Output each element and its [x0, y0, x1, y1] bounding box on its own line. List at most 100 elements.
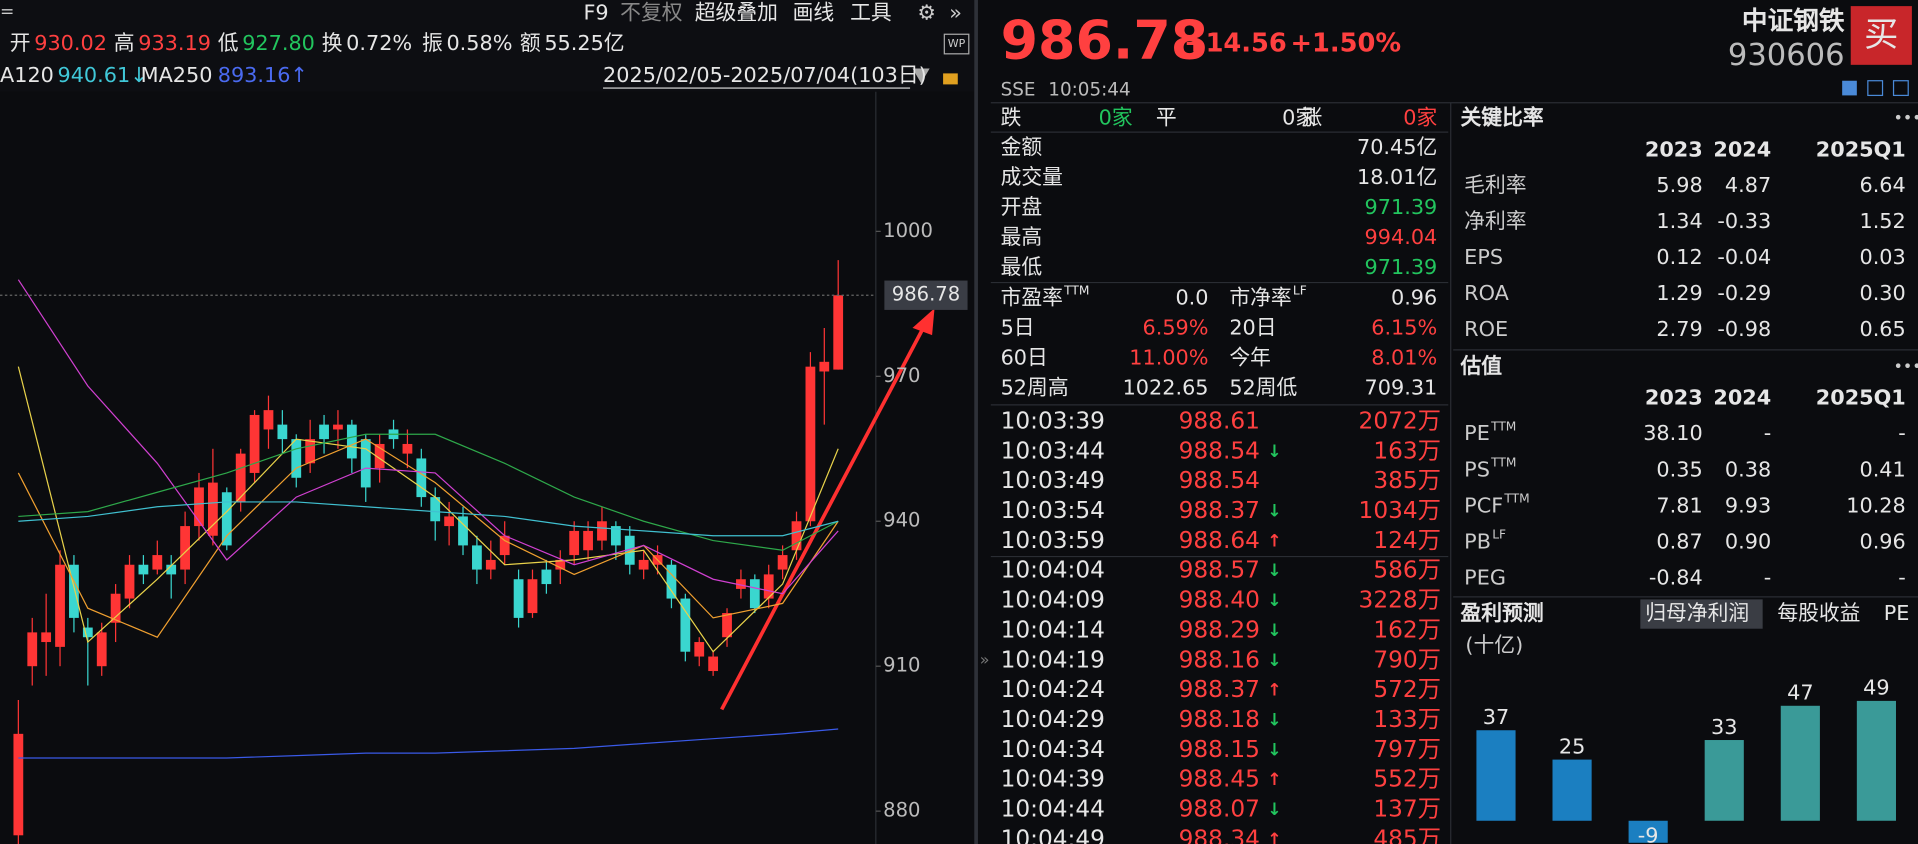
candle-body	[569, 530, 580, 556]
add-icon[interactable]	[1892, 80, 1909, 97]
more-icon[interactable]: •••	[1894, 108, 1918, 127]
cell: 7.81	[1656, 493, 1702, 517]
candle-body	[527, 579, 538, 614]
toolbar-item[interactable]: F9	[583, 0, 608, 24]
ma-label: A120	[0, 63, 54, 87]
toolbar-item[interactable]: 不复权	[620, 0, 683, 24]
trade-volume: 572万	[1373, 676, 1441, 703]
candle-body	[736, 579, 746, 589]
cell: 1.52	[1859, 209, 1905, 233]
candle-body	[833, 295, 844, 370]
cell: 1.29	[1656, 281, 1702, 305]
candle-body	[610, 526, 621, 546]
cell: -0.29	[1717, 281, 1771, 305]
change-pct: +1.50%	[1290, 29, 1401, 59]
lock-icon[interactable]	[943, 73, 958, 85]
trade-volume: 385万	[1373, 467, 1441, 494]
buy-button-bg[interactable]	[1850, 6, 1912, 65]
trade-time: 10:04:29	[1001, 706, 1105, 733]
candle-body	[819, 361, 830, 372]
trade-direction: ↓	[1267, 502, 1281, 522]
candle-body	[666, 564, 677, 599]
time: 10:05:44	[1048, 80, 1130, 101]
trade-time: 10:04:24	[1001, 676, 1105, 703]
trade-volume: 790万	[1373, 646, 1441, 673]
menu-icon[interactable]: =	[0, 2, 14, 22]
candle-body	[513, 579, 524, 618]
quote-value: 927.80	[242, 31, 315, 55]
unit: (十亿)	[1465, 633, 1523, 657]
date-range[interactable]: 2025/02/05-2025/07/04(103日)	[603, 63, 927, 87]
stat-label: 市净率	[1229, 285, 1291, 309]
wp-icon-text: WP	[948, 37, 966, 50]
trade-direction: ↑	[1267, 770, 1281, 790]
trade-time: 10:03:49	[1001, 467, 1105, 494]
tab[interactable]: PE	[1884, 601, 1910, 625]
row-label: ROA	[1464, 281, 1509, 305]
more-icon[interactable]: »	[949, 0, 962, 24]
row-label: PS	[1464, 457, 1490, 481]
tab[interactable]: 归母净利润	[1645, 601, 1749, 625]
stat-value: 971.39	[1365, 255, 1438, 279]
cell: -0.98	[1717, 317, 1771, 341]
candle-body	[319, 424, 329, 440]
alert-icon[interactable]	[1867, 80, 1884, 97]
candle-body	[69, 564, 79, 618]
cell: 5.98	[1656, 173, 1702, 197]
bar	[1476, 730, 1516, 821]
trade-volume: 2072万	[1359, 408, 1441, 435]
candle-body	[360, 439, 371, 488]
candle-body	[305, 439, 316, 464]
chart-header-bg	[0, 0, 975, 92]
row-label: ROE	[1464, 317, 1508, 341]
trade-time: 10:03:44	[1001, 437, 1105, 464]
more-icon[interactable]: •••	[1894, 356, 1918, 375]
wp-icon[interactable]	[943, 33, 970, 55]
trade-time: 10:04:19	[1001, 646, 1105, 673]
bar-label: 25	[1559, 734, 1585, 758]
stat-value: 6.15%	[1371, 315, 1437, 339]
trade-time: 10:04:49	[1001, 825, 1105, 844]
collapse-handle[interactable]: »	[980, 650, 990, 669]
trade-direction: ↑	[1267, 830, 1281, 844]
candle-body	[263, 410, 274, 430]
row-label: PCF	[1464, 493, 1503, 517]
toolbar-item[interactable]: 工具	[850, 0, 892, 24]
price-tag-bg	[884, 280, 968, 310]
bar	[1628, 820, 1668, 843]
stat-label-sup: TTM	[1063, 284, 1089, 298]
trade-direction: ↓	[1267, 561, 1281, 581]
stat-value: 0.96	[1391, 285, 1437, 309]
exchange: SSE	[1001, 80, 1036, 101]
candle-body	[194, 487, 204, 527]
breadth-value: 0家	[1403, 106, 1437, 130]
toolbar-item[interactable]: 画线	[793, 0, 835, 24]
trade-time: 10:04:39	[1001, 766, 1105, 793]
tab[interactable]: 每股收益	[1777, 601, 1860, 625]
candle-body	[346, 424, 357, 459]
edit-icon[interactable]	[1842, 80, 1857, 96]
cell: 0.96	[1859, 529, 1905, 553]
y-tick-label: 880	[883, 799, 920, 822]
stat-label: 市盈率	[1001, 285, 1063, 309]
buy-button[interactable]: 买	[1864, 15, 1898, 55]
candle-body	[499, 535, 510, 556]
trade-price: 988.16	[1179, 646, 1260, 673]
cell: 9.93	[1725, 493, 1771, 517]
quote-value: 933.19	[138, 31, 211, 55]
trade-direction: ↑	[1267, 681, 1281, 701]
toolbar-item[interactable]: 超级叠加	[695, 0, 778, 24]
candle-body	[722, 613, 732, 638]
stat-value: 994.04	[1365, 225, 1438, 249]
ma-line	[18, 501, 839, 537]
settings-icon[interactable]: ⚙	[917, 0, 936, 24]
candle-body	[138, 564, 149, 575]
trade-volume: 586万	[1373, 557, 1441, 584]
dropdown-icon[interactable]	[912, 68, 930, 84]
quote-label: 低	[218, 31, 239, 55]
cell: 10.28	[1846, 493, 1906, 517]
candle-body	[41, 632, 52, 643]
column-header: 2024	[1713, 386, 1771, 410]
trade-time: 10:04:34	[1001, 736, 1105, 763]
candle-body	[110, 593, 121, 623]
